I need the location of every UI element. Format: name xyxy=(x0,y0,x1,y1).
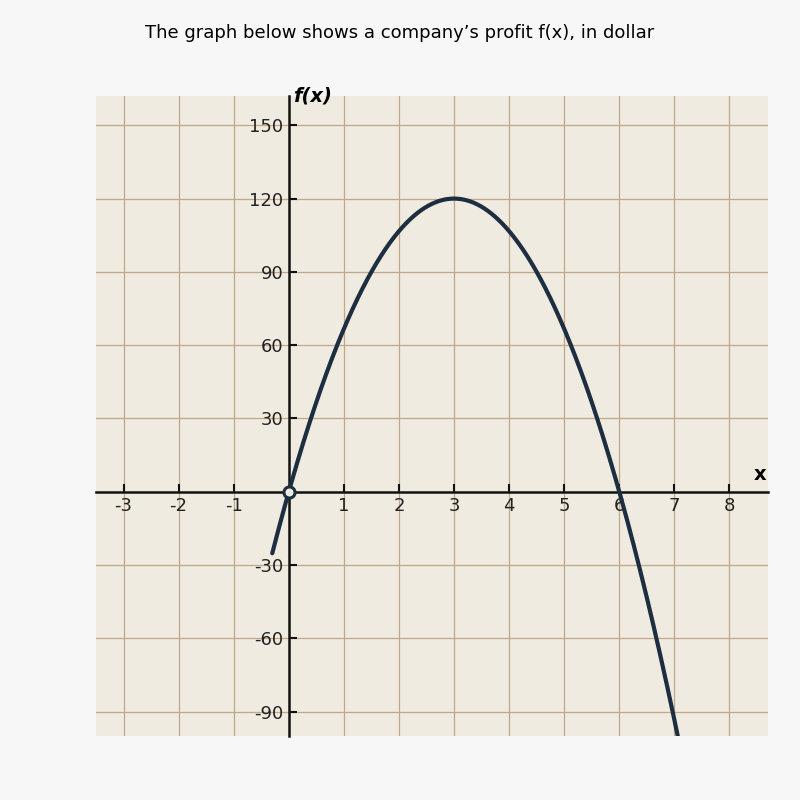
Text: x: x xyxy=(754,466,766,484)
Text: f(x): f(x) xyxy=(293,86,332,106)
Text: The graph below shows a company’s profit f(x), in dollar: The graph below shows a company’s profit… xyxy=(146,24,654,42)
